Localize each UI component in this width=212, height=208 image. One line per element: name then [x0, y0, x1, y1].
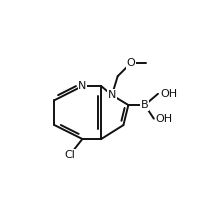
- Text: OH: OH: [156, 114, 173, 124]
- Text: O: O: [126, 58, 135, 68]
- Text: B: B: [141, 100, 149, 110]
- Text: N: N: [108, 90, 116, 100]
- Text: N: N: [78, 81, 86, 91]
- Text: OH: OH: [160, 89, 177, 99]
- Text: Cl: Cl: [65, 150, 75, 160]
